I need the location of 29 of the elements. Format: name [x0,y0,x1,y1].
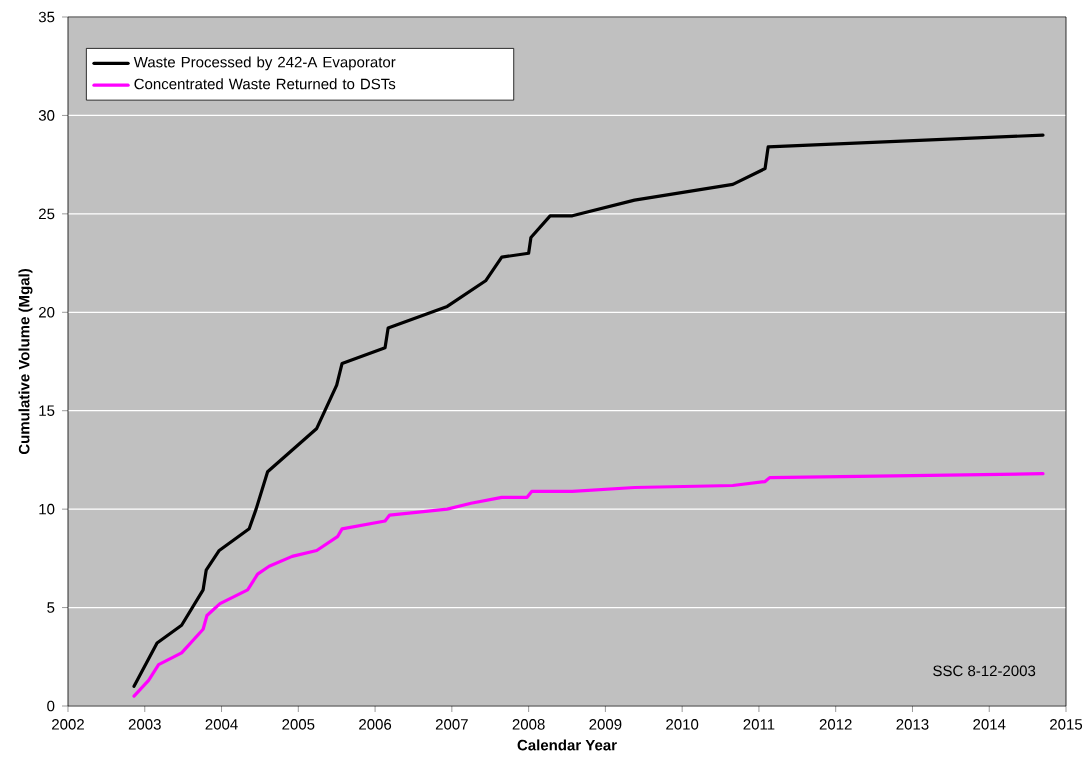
y-tick-label: 15 [39,405,55,416]
x-axis-title: Calendar Year [517,739,617,751]
y-tick-label: 20 [39,306,55,318]
x-tick-label: 2004 [205,719,238,730]
line-series [132,472,1045,698]
y-axis-title: Cumulative Volume (Mgal) [18,269,33,455]
y-tick-label: 35 [38,11,55,23]
x-tick-label: 2002 [52,719,84,730]
line-series [132,133,1045,688]
x-tick-label: 2003 [128,719,161,730]
x-tick-label: 2009 [589,719,622,730]
x-tick-label: 2011 [743,719,775,730]
x-tick-label: 2014 [973,719,1006,730]
x-tick-label: 2012 [819,719,852,730]
x-tick-label: 2007 [435,719,468,730]
y-tick-label: 5 [47,602,55,613]
x-tick-label: 2006 [359,719,392,730]
y-tick-label: 30 [38,110,55,121]
x-tick-label: 2010 [666,719,699,730]
x-tick-label: 2005 [282,719,315,730]
x-tick-label: 2013 [896,719,929,730]
y-tick-label: 10 [39,503,55,515]
legend-label: Waste Processed by 242-A Evaporator [133,56,396,71]
legend-label: Concentrated Waste Returned to DSTs [134,78,396,90]
y-tick-label: 25 [39,208,55,220]
x-tick-label: 2015 [1050,719,1083,730]
x-tick-label: 2008 [512,719,545,730]
y-tick-label: 0 [47,700,55,712]
annotation: SSC 8-12-2003 [933,665,1036,677]
